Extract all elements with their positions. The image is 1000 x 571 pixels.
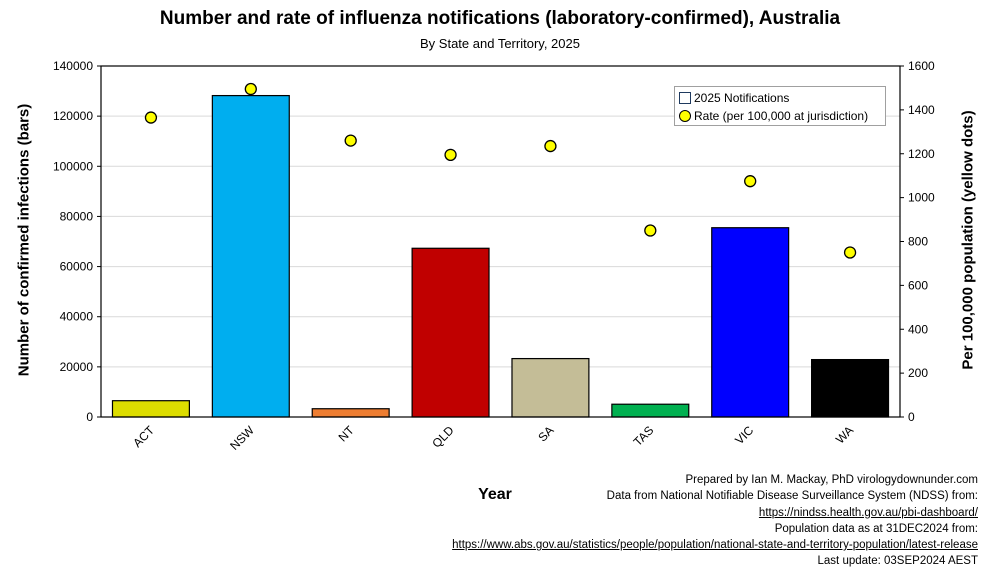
note-population: Population data as at 31DEC2024 from: — [774, 522, 978, 535]
note-last-update: Last update: 03SEP2024 AEST — [817, 555, 978, 568]
left-tick-label: 80000 — [60, 209, 94, 223]
legend-swatch-box — [679, 92, 691, 104]
bar-sa — [511, 357, 590, 418]
right-tick-label: 200 — [908, 366, 928, 380]
legend-item-dots: Rate (per 100,000 at jurisdiction) — [679, 107, 881, 125]
right-tick-label: 0 — [908, 410, 915, 424]
right-tick-label: 1400 — [908, 103, 935, 117]
bar-act — [111, 400, 190, 418]
x-tick-label-act: ACT — [130, 423, 157, 450]
left-tick-label: 20000 — [60, 360, 94, 374]
left-tick-label: 40000 — [60, 310, 94, 324]
right-tick-label: 800 — [908, 235, 928, 249]
note-author: Prepared by Ian M. Mackay, PhD virologyd… — [685, 474, 978, 486]
left-tick-label: 0 — [86, 410, 93, 424]
right-axis-ticks: 0 200 400 600 800 1000 1200 1400 1600 — [900, 59, 935, 424]
legend-label-bars: 2025 Notifications — [694, 91, 790, 105]
note-link-nindss[interactable]: https://nindss.health.gov.au/pbi-dashboa… — [758, 506, 978, 519]
rate-dot-nt — [344, 134, 357, 147]
x-tick-label-tas: TAS — [631, 423, 657, 449]
x-tick-label-qld: QLD — [429, 423, 457, 451]
note-link-abs[interactable]: https://www.abs.gov.au/statistics/people… — [452, 539, 978, 552]
x-tick-label-sa: SA — [535, 423, 556, 444]
left-tick-label: 120000 — [53, 109, 93, 123]
right-tick-label: 400 — [908, 322, 928, 336]
chart-legend: 2025 Notifications Rate (per 100,000 at … — [674, 86, 886, 126]
source-notes: Prepared by Ian M. Mackay, PhD virologyd… — [452, 472, 978, 570]
legend-label-dots: Rate (per 100,000 at jurisdiction) — [694, 109, 869, 123]
right-tick-label: 1000 — [908, 191, 935, 205]
x-tick-label-vic: VIC — [732, 423, 756, 447]
bar-qld — [411, 247, 490, 418]
chart-title: Number and rate of influenza notificatio… — [159, 8, 841, 29]
bar-nt — [311, 408, 390, 418]
bar-vic — [711, 227, 790, 418]
right-tick-label: 1200 — [908, 147, 935, 161]
rate-dot-vic — [744, 175, 757, 188]
right-axis-label: Per 100,000 population (yellow dots) — [959, 110, 977, 370]
x-axis-label: Year — [478, 486, 512, 503]
left-tick-label: 140000 — [53, 59, 93, 73]
rate-dot-qld — [444, 148, 457, 161]
left-axis-ticks: 0 20000 40000 60000 80000 100000 120000 140000 — [53, 59, 101, 424]
right-tick-label: 600 — [908, 278, 928, 292]
rate-dot-sa — [544, 139, 557, 153]
left-tick-label: 100000 — [53, 159, 93, 173]
dot-series — [144, 82, 857, 259]
bar-nsw — [211, 94, 290, 418]
bar-tas — [611, 403, 690, 418]
legend-swatch-dot — [679, 110, 691, 122]
chart-subtitle: By State and Territory, 2025 — [420, 36, 580, 51]
bar-series — [111, 94, 890, 418]
legend-item-bars: 2025 Notifications — [679, 89, 881, 107]
x-tick-label-nt: NT — [336, 423, 358, 445]
left-tick-label: 60000 — [60, 260, 94, 274]
bar-wa — [811, 358, 890, 418]
rate-dot-nsw — [244, 82, 257, 96]
note-data-source: Data from National Notifiable Disease Su… — [606, 490, 978, 503]
rate-dot-act — [144, 111, 158, 124]
rate-dot-tas — [644, 224, 657, 237]
x-tick-label-nsw: NSW — [227, 423, 257, 453]
left-axis-label: Number of confirmed infections (bars) — [15, 103, 33, 377]
x-axis-ticks: ACT NSW NT QLD SA TAS VIC WA — [130, 423, 856, 453]
x-tick-label-wa: WA — [833, 423, 856, 446]
right-tick-label: 1600 — [908, 59, 935, 73]
rate-dot-wa — [843, 246, 857, 259]
